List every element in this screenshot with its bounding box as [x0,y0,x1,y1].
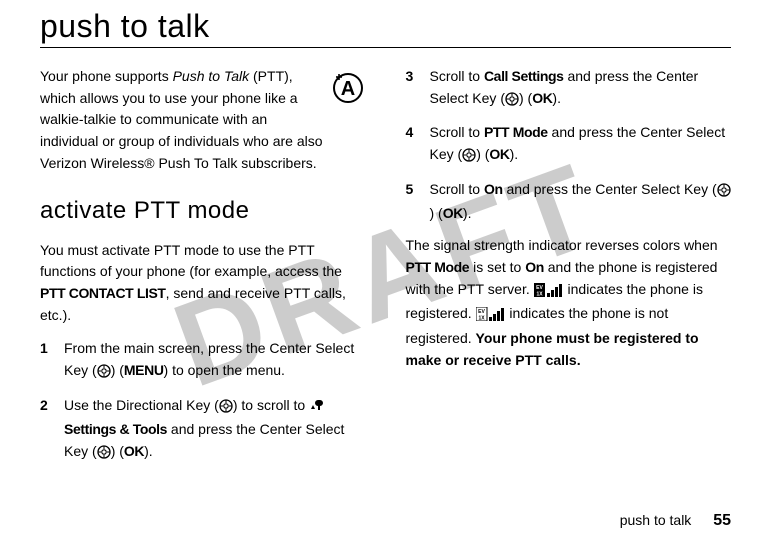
ptt-contact-list: PTT CONTACT LIST [40,285,166,301]
intro-paragraph: A Your phone supports Push to Talk (PTT)… [40,66,366,174]
ptt-mode-2: PTT Mode [406,259,470,275]
s3a: Scroll to [430,68,484,84]
svg-text:1X: 1X [478,316,485,322]
settings-tools: Settings & Tools [64,421,167,437]
center-key-icon [505,91,519,113]
activate-intro: You must activate PTT mode to use the PT… [40,240,366,327]
ptt-mode: PTT Mode [484,124,548,140]
center-key-icon [97,363,111,385]
directional-key-icon [219,398,233,420]
s5b: and press the Center Select Key ( [503,181,717,197]
closing-paragraph: The signal strength indicator reverses c… [406,235,732,371]
s5c: ) ( [430,205,443,221]
step-number: 4 [406,122,430,168]
s2a: Use the Directional Key ( [64,397,219,413]
right-column: 3 Scroll to Call Settings and press the … [406,66,732,476]
step-4: 4 Scroll to PTT Mode and press the Cente… [406,122,732,168]
step-2: 2 Use the Directional Key ( ) to scroll t… [40,395,366,466]
tools-icon [309,397,323,419]
footer-label: push to talk [620,512,692,528]
step-number: 2 [40,395,64,466]
svg-text:A: A [340,78,354,100]
page-title: push to talk [40,8,731,48]
ok-label: OK [532,90,552,106]
s2d: ) ( [111,443,124,459]
s4d: ). [510,146,519,162]
footer-page-number: 55 [713,512,731,529]
svg-text:EV: EV [536,285,543,291]
on-label: On [484,181,503,197]
steps-list-right: 3 Scroll to Call Settings and press the … [406,66,732,225]
call-settings: Call Settings [484,68,564,84]
s1b: ) ( [111,362,124,378]
s5a: Scroll to [430,181,484,197]
activate-a: You must activate PTT mode to use the PT… [40,242,342,280]
accessibility-a-icon: A [330,68,366,111]
intro-abbrev: (PTT), [249,68,293,84]
step-1: 1 From the main screen, press the Center… [40,338,366,384]
center-key-icon [717,182,731,204]
section-heading-activate: activate PTT mode [40,192,366,229]
left-column: A Your phone supports Push to Talk (PTT)… [40,66,366,476]
step-number: 5 [406,179,430,225]
close-b: is set to [469,259,525,275]
s2b: ) to scroll to [233,397,309,413]
s3d: ). [552,90,561,106]
two-column-layout: A Your phone supports Push to Talk (PTT)… [40,66,731,476]
on-2: On [525,259,544,275]
signal-unregistered-icon: EV1X [476,306,506,328]
intro-rest: which allows you to use your phone like … [40,90,323,171]
s4c: ) ( [476,146,489,162]
intro-ptt-italic: Push to Talk [173,68,250,84]
page-footer: push to talk 55 [620,512,731,530]
step-3: 3 Scroll to Call Settings and press the … [406,66,732,112]
close-a: The signal strength indicator reverses c… [406,237,718,253]
steps-list-left: 1 From the main screen, press the Center… [40,338,366,465]
ok-label: OK [124,443,144,459]
s5d: ). [463,205,472,221]
signal-registered-icon: EV1X [534,282,564,304]
step-5: 5 Scroll to On and press the Center Sele… [406,179,732,225]
s2e: ). [144,443,153,459]
step-number: 3 [406,66,430,112]
center-key-icon [462,147,476,169]
intro-text-1: Your phone supports [40,68,173,84]
page-content: push to talk A Your phone supports Push … [0,0,771,550]
menu-label: MENU [124,362,164,378]
s3c: ) ( [519,90,532,106]
ok-label: OK [443,205,463,221]
svg-text:EV: EV [478,309,485,315]
center-key-icon [97,444,111,466]
s4a: Scroll to [430,124,484,140]
ok-label: OK [489,146,509,162]
step-number: 1 [40,338,64,384]
svg-text:1X: 1X [536,291,543,297]
s1c: ) to open the menu. [164,362,285,378]
